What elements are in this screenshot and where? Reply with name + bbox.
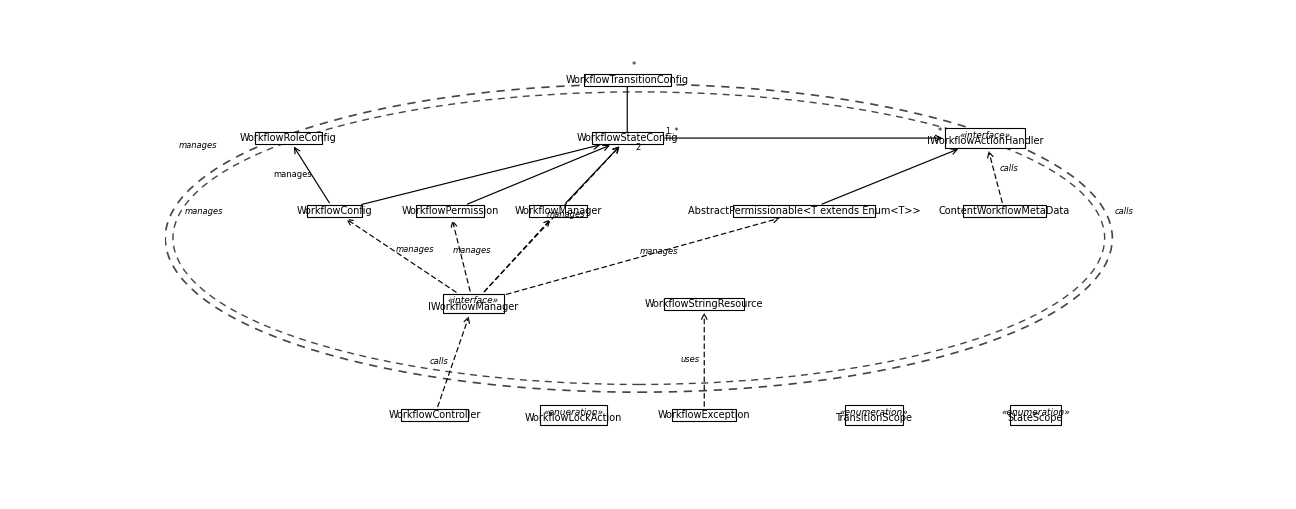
FancyBboxPatch shape bbox=[673, 409, 736, 421]
FancyBboxPatch shape bbox=[592, 132, 662, 144]
Text: 2: 2 bbox=[635, 144, 640, 152]
FancyBboxPatch shape bbox=[664, 298, 744, 309]
Text: manages: manages bbox=[395, 245, 434, 254]
FancyBboxPatch shape bbox=[307, 205, 362, 217]
Text: «interface»: «interface» bbox=[960, 131, 1011, 139]
FancyBboxPatch shape bbox=[845, 406, 902, 425]
Text: TransitionScope: TransitionScope bbox=[835, 413, 912, 423]
Text: *: * bbox=[938, 127, 942, 136]
FancyBboxPatch shape bbox=[400, 409, 468, 421]
FancyBboxPatch shape bbox=[945, 128, 1025, 148]
Text: «enumeration»: «enumeration» bbox=[840, 408, 908, 417]
Text: «enumeration»: «enumeration» bbox=[1001, 408, 1069, 417]
Text: ContentWorkflowMetaData: ContentWorkflowMetaData bbox=[938, 206, 1070, 216]
Text: *: * bbox=[632, 61, 636, 70]
Text: manages: manages bbox=[179, 142, 216, 150]
Text: calls: calls bbox=[1115, 207, 1133, 216]
Text: manages: manages bbox=[639, 247, 678, 256]
Text: StateScope: StateScope bbox=[1007, 413, 1063, 423]
Text: manages: manages bbox=[452, 246, 491, 256]
Text: calls: calls bbox=[999, 164, 1019, 174]
Text: WorkflowStateConfig: WorkflowStateConfig bbox=[577, 133, 678, 143]
Text: WorkflowLockAction: WorkflowLockAction bbox=[525, 413, 622, 423]
FancyBboxPatch shape bbox=[1010, 406, 1061, 425]
Text: WorkflowException: WorkflowException bbox=[658, 410, 750, 420]
FancyBboxPatch shape bbox=[963, 205, 1046, 217]
Text: WorkflowRoleConfig: WorkflowRoleConfig bbox=[240, 133, 337, 143]
Text: WorkflowController: WorkflowController bbox=[389, 410, 481, 420]
FancyBboxPatch shape bbox=[734, 205, 875, 217]
FancyBboxPatch shape bbox=[255, 132, 323, 144]
FancyBboxPatch shape bbox=[583, 74, 670, 87]
Text: IWorkflowManager: IWorkflowManager bbox=[428, 302, 518, 312]
Text: WorkflowTransitionConfig: WorkflowTransitionConfig bbox=[566, 75, 688, 86]
Text: manages: manages bbox=[547, 210, 584, 219]
Text: 1..*: 1..* bbox=[666, 127, 679, 136]
Text: manages: manages bbox=[184, 207, 223, 216]
Text: WorkflowManager: WorkflowManager bbox=[515, 206, 601, 216]
Text: IWorkflowActionHandler: IWorkflowActionHandler bbox=[927, 136, 1043, 146]
Text: WorkflowPermission: WorkflowPermission bbox=[402, 206, 499, 216]
Text: uses: uses bbox=[680, 355, 700, 364]
Text: calls: calls bbox=[430, 357, 448, 366]
Text: manages: manages bbox=[273, 170, 312, 179]
FancyBboxPatch shape bbox=[529, 205, 587, 217]
Text: «interface»: «interface» bbox=[447, 296, 499, 305]
FancyBboxPatch shape bbox=[539, 406, 607, 425]
FancyBboxPatch shape bbox=[416, 205, 483, 217]
Text: WorkflowStringResource: WorkflowStringResource bbox=[645, 299, 763, 308]
Text: «enueration»: «enueration» bbox=[543, 408, 604, 417]
FancyBboxPatch shape bbox=[443, 294, 504, 314]
Text: AbstractPermissionable<T extends Enum<T>>: AbstractPermissionable<T extends Enum<T>… bbox=[688, 206, 920, 216]
Text: WorkflowConfig: WorkflowConfig bbox=[297, 206, 372, 216]
